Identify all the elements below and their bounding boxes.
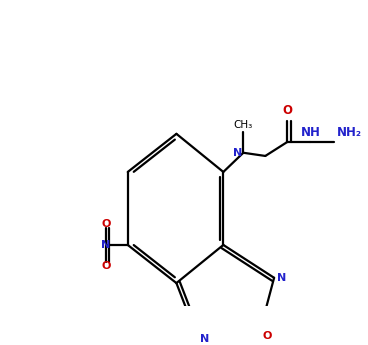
Text: N: N: [200, 335, 209, 344]
Text: NH₂: NH₂: [337, 126, 362, 139]
Text: O: O: [101, 261, 110, 271]
Text: O: O: [282, 104, 292, 117]
Text: CH₃: CH₃: [234, 120, 253, 130]
Text: NH: NH: [301, 126, 321, 139]
Text: N: N: [233, 148, 243, 158]
Text: O: O: [101, 219, 110, 229]
Text: O: O: [262, 331, 272, 341]
Text: N: N: [101, 240, 110, 250]
Text: N: N: [277, 273, 287, 283]
